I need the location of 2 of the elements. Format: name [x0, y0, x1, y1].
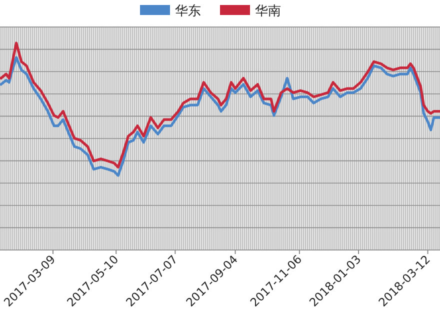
legend-label: 华东	[175, 4, 201, 19]
legend-label: 华南	[255, 4, 281, 19]
